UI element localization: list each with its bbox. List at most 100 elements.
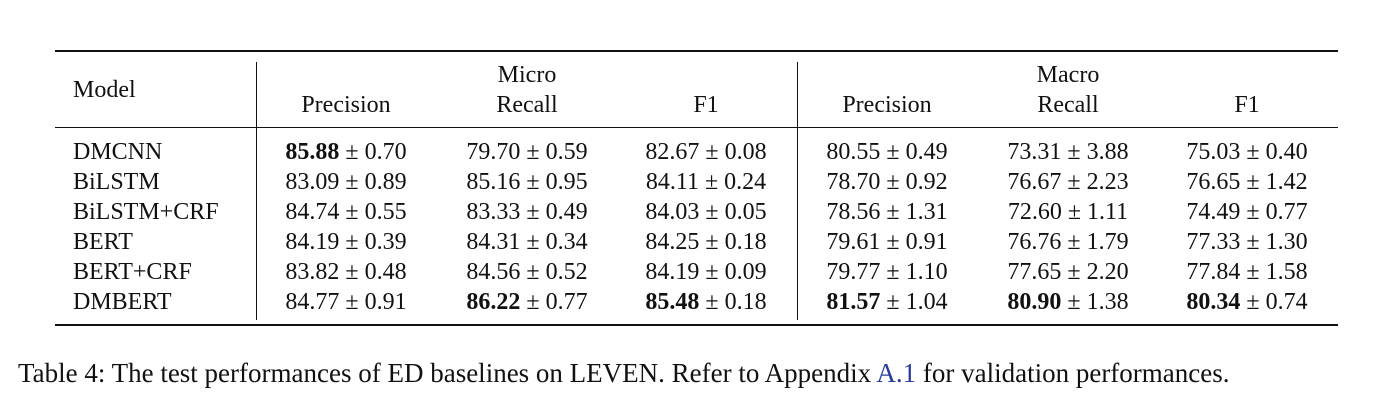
mean: 75.03 (1186, 139, 1241, 165)
plus-minus: ± (705, 229, 719, 255)
cell: 76.76 ± 1.79 (1007, 228, 1128, 256)
mean: 76.65 (1186, 169, 1241, 195)
std: 0.09 (724, 259, 767, 285)
std: 2.20 (1086, 259, 1129, 285)
plus-minus: ± (526, 169, 540, 195)
cell: 75.03 ± 0.40 (1186, 138, 1307, 166)
std: 0.95 (545, 169, 588, 195)
std: 0.49 (545, 199, 588, 225)
mean: 73.31 (1007, 139, 1062, 165)
plus-minus: ± (526, 229, 540, 255)
cell: 77.84 ± 1.58 (1186, 258, 1307, 286)
cell: 84.11 ± 0.24 (646, 168, 766, 196)
cell: 86.22 ± 0.77 (466, 288, 587, 316)
std: 0.39 (364, 229, 407, 255)
cell: 84.19 ± 0.09 (645, 258, 766, 286)
plus-minus: ± (886, 229, 900, 255)
plus-minus: ± (705, 259, 719, 285)
cell: 84.19 ± 0.39 (285, 228, 406, 256)
plus-minus: ± (1067, 199, 1082, 225)
std: 1.04 (905, 289, 948, 315)
appendix-link[interactable]: A.1 (876, 358, 917, 388)
col-divider (797, 62, 798, 320)
mean: 85.16 (466, 169, 521, 195)
std: 0.40 (1265, 139, 1308, 165)
std: 0.08 (724, 139, 767, 165)
cell: 77.65 ± 2.20 (1007, 258, 1128, 286)
model-name: BiLSTM (73, 169, 160, 195)
plus-minus: ± (1246, 229, 1260, 255)
std: 0.34 (545, 229, 588, 255)
std: 0.91 (364, 289, 407, 315)
mean: 84.11 (645, 169, 699, 195)
mean: 79.61 (826, 229, 881, 255)
metric-header: Recall (1037, 92, 1099, 118)
plus-minus: ± (526, 259, 540, 285)
cell: 79.61 ± 0.91 (826, 228, 947, 256)
plus-minus: ± (886, 169, 900, 195)
plus-minus: ± (1246, 139, 1260, 165)
plus-minus: ± (345, 169, 359, 195)
mean: 80.34 (1186, 289, 1241, 315)
group-header: Macro (1036, 62, 1100, 88)
std: 2.23 (1086, 169, 1129, 195)
mean: 84.74 (285, 199, 340, 225)
std: 1.30 (1265, 229, 1308, 255)
std: 1.42 (1265, 169, 1308, 195)
cell: 73.31 ± 3.88 (1007, 138, 1128, 166)
plus-minus: ± (704, 169, 719, 195)
mean: 84.03 (645, 199, 700, 225)
mean: 85.88 (285, 139, 340, 165)
cell: 78.70 ± 0.92 (826, 168, 947, 196)
plus-minus: ± (705, 289, 719, 315)
plus-minus: ± (526, 199, 540, 225)
std: 0.70 (364, 139, 407, 165)
cell: 77.33 ± 1.30 (1186, 228, 1307, 256)
cell: 80.34 ± 0.74 (1186, 288, 1307, 316)
cell: 80.90 ± 1.38 (1007, 288, 1128, 316)
std: 1.79 (1086, 229, 1129, 255)
plus-minus: ± (705, 139, 719, 165)
cell: 74.49 ± 0.77 (1186, 198, 1307, 226)
cell: 79.77 ± 1.10 (826, 258, 947, 286)
cell: 84.56 ± 0.52 (466, 258, 587, 286)
cell: 84.74 ± 0.55 (285, 198, 406, 226)
mean: 79.70 (466, 139, 521, 165)
std: 0.89 (364, 169, 407, 195)
mean: 77.84 (1186, 259, 1241, 285)
mean: 74.49 (1186, 199, 1241, 225)
plus-minus: ± (345, 199, 359, 225)
plus-minus: ± (886, 259, 900, 285)
mean: 77.33 (1186, 229, 1241, 255)
mean: 83.09 (285, 169, 340, 195)
col-divider (256, 62, 257, 320)
mean: 76.67 (1007, 169, 1062, 195)
std: 0.77 (1265, 199, 1308, 225)
mean: 83.82 (285, 259, 340, 285)
cell: 76.65 ± 1.42 (1186, 168, 1307, 196)
plus-minus: ± (1246, 199, 1260, 225)
std: 0.92 (905, 169, 948, 195)
plus-minus: ± (526, 289, 540, 315)
plus-minus: ± (886, 199, 900, 225)
plus-minus: ± (1246, 169, 1260, 195)
mean: 77.65 (1007, 259, 1062, 285)
mean: 84.77 (285, 289, 340, 315)
mid-rule (55, 127, 1338, 128)
caption-text: Table 4: The test performances of ED bas… (18, 358, 877, 388)
model-name: DMBERT (73, 289, 172, 315)
plus-minus: ± (1067, 139, 1081, 165)
std: 0.18 (724, 289, 767, 315)
cell: 78.56 ± 1.31 (826, 198, 947, 226)
mean: 85.48 (645, 289, 700, 315)
mean: 84.25 (645, 229, 700, 255)
bottom-rule (55, 324, 1338, 326)
cell: 84.31 ± 0.34 (466, 228, 587, 256)
cell: 84.77 ± 0.91 (285, 288, 406, 316)
mean: 78.70 (826, 169, 881, 195)
top-rule (55, 50, 1338, 52)
caption-text: for validation performances. (916, 358, 1230, 388)
plus-minus: ± (1067, 259, 1081, 285)
std: 0.59 (545, 139, 588, 165)
cell: 84.25 ± 0.18 (645, 228, 766, 256)
